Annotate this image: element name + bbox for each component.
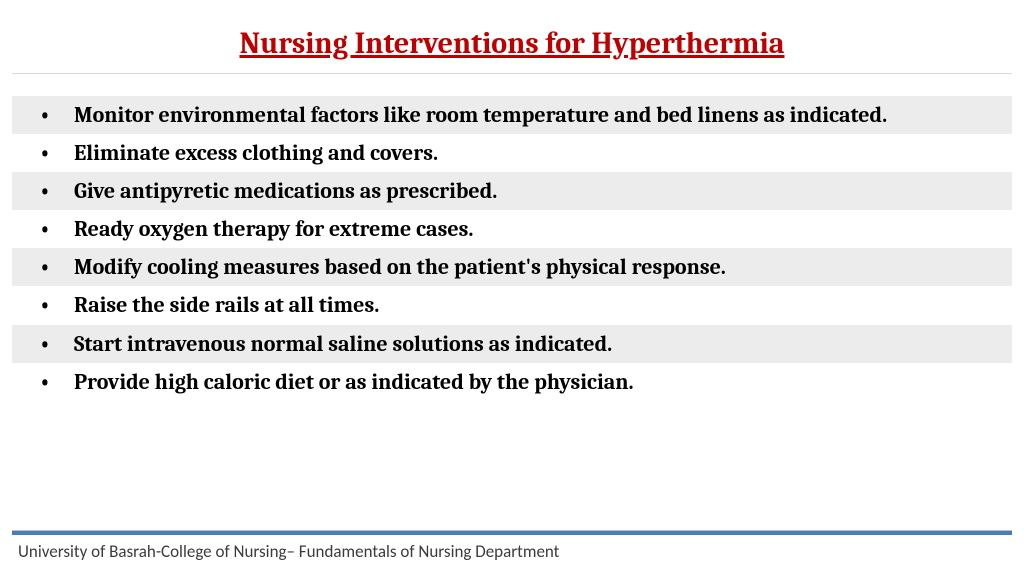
list-item: Ready oxygen therapy for extreme cases. <box>12 210 1012 248</box>
list-item: Modify cooling measures based on the pat… <box>12 248 1012 286</box>
list-item: Provide high caloric diet or as indicate… <box>12 363 1012 401</box>
list-item: Raise the side rails at all times. <box>12 286 1012 324</box>
title-section: Nursing Interventions for Hyperthermia <box>12 0 1012 74</box>
interventions-list: Monitor environmental factors like room … <box>12 96 1012 401</box>
footer-text: University of Basrah-College of Nursing–… <box>0 535 1024 576</box>
content-area: Monitor environmental factors like room … <box>0 74 1024 530</box>
list-item: Eliminate excess clothing and covers. <box>12 134 1012 172</box>
list-item: Monitor environmental factors like room … <box>12 96 1012 134</box>
list-item: Give antipyretic medications as prescrib… <box>12 172 1012 210</box>
slide-title: Nursing Interventions for Hyperthermia <box>239 26 784 61</box>
list-item: Start intravenous normal saline solution… <box>12 325 1012 363</box>
